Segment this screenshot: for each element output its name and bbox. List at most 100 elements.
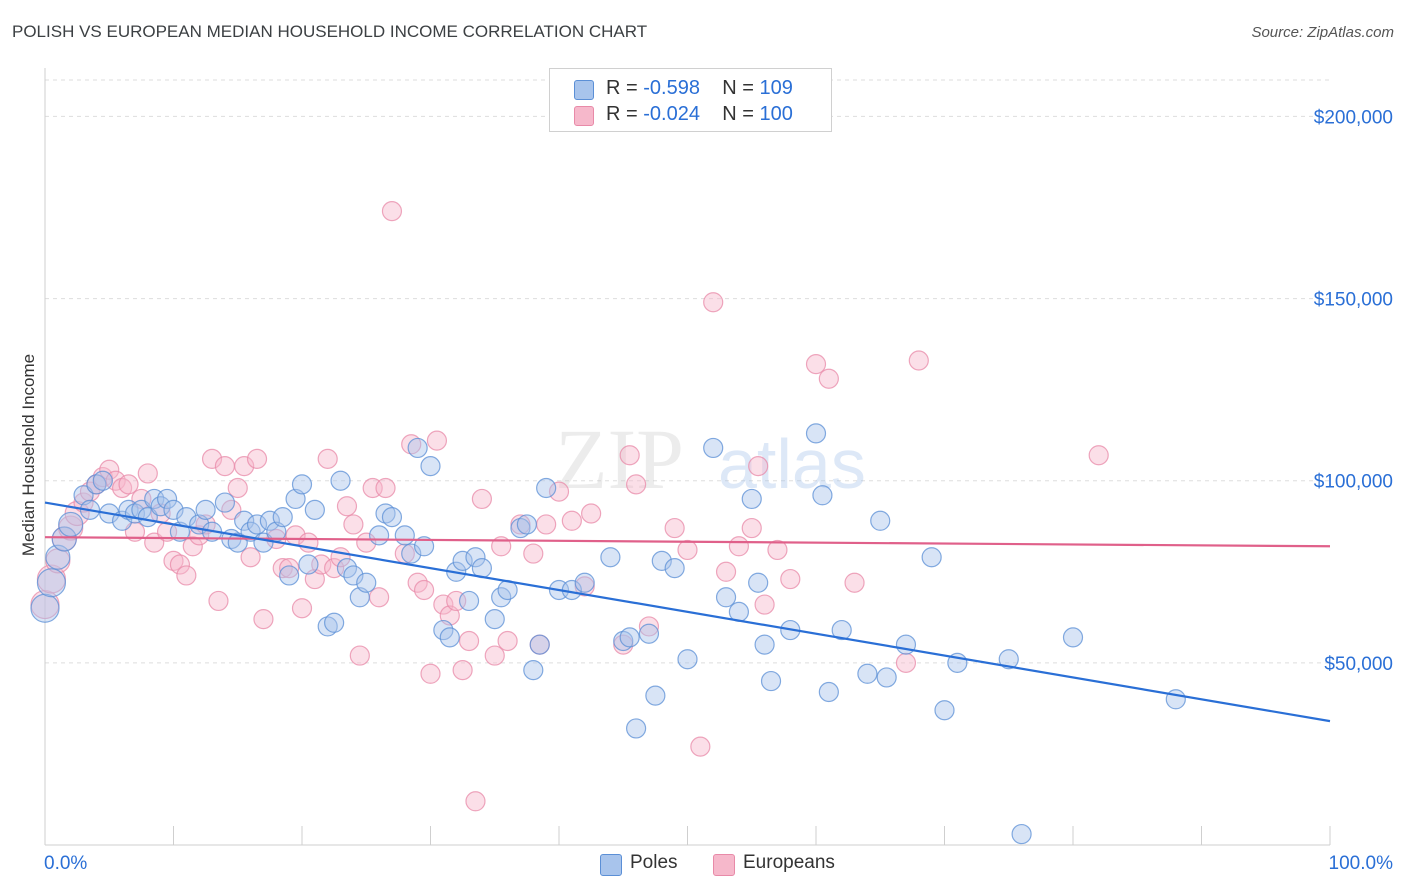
- legend-n-value: 100: [759, 103, 793, 125]
- poles-point: [613, 630, 634, 652]
- poles-point: [420, 456, 441, 477]
- europeans-point: [523, 543, 544, 564]
- trend-lines: [44, 501, 1331, 723]
- europeans-point: [728, 536, 750, 557]
- tick-labels: $50,000 $100,000 $150,000 $200,000 0.0% 100.0…: [44, 107, 1393, 874]
- europeans-point: [182, 536, 203, 557]
- europeans-point: [690, 736, 711, 757]
- poles-point: [439, 627, 460, 648]
- europeans-point: [420, 663, 441, 684]
- europeans-point: [336, 496, 358, 517]
- europeans-point: [805, 354, 827, 375]
- poles-point: [484, 609, 505, 630]
- poles-point: [741, 488, 762, 510]
- europeans-point: [484, 645, 505, 666]
- poles-point: [214, 492, 235, 513]
- poles-point: [812, 485, 833, 506]
- europeans-point: [343, 514, 364, 535]
- poles-point: [934, 700, 955, 721]
- poles-point: [818, 681, 839, 703]
- poles-point: [831, 619, 852, 641]
- poles-point: [754, 634, 775, 655]
- poles-point: [298, 554, 319, 575]
- legend-n-label: N =: [722, 77, 760, 99]
- poles-point: [58, 511, 84, 538]
- poles-point: [651, 550, 672, 571]
- poles-point: [30, 593, 60, 623]
- europeans-point: [664, 517, 685, 539]
- poles-point: [857, 663, 878, 684]
- grid-lines: [45, 79, 1330, 664]
- y-tick-label: $150,000: [1314, 290, 1393, 311]
- poles-point: [529, 634, 550, 655]
- poles-point: [36, 568, 67, 598]
- poles-point: [234, 510, 255, 531]
- europeans-point: [137, 463, 158, 484]
- europeans-point: [458, 630, 480, 652]
- poles-point: [516, 514, 537, 535]
- poles-point: [413, 536, 435, 557]
- poles-point: [92, 470, 113, 491]
- europeans-point: [317, 448, 338, 469]
- poles-point: [401, 543, 422, 564]
- legend-n-value: 109: [759, 77, 793, 99]
- poles-trend-line: [44, 501, 1331, 723]
- svg-text:atlas: atlas: [718, 425, 866, 503]
- y-tick-label: $50,000: [1324, 654, 1393, 675]
- poles-point: [1062, 627, 1084, 648]
- poles-point: [356, 572, 377, 593]
- europeans-point: [741, 517, 762, 539]
- legend-r-label: R =: [606, 77, 644, 99]
- chart-title: POLISH VS EUROPEAN MEDIAN HOUSEHOLD INCO…: [12, 22, 648, 41]
- poles-point: [921, 547, 942, 568]
- europeans-point: [227, 477, 248, 499]
- europeans-point: [715, 561, 737, 582]
- y-tick-label: $100,000: [1314, 472, 1393, 493]
- poles-point: [458, 590, 480, 612]
- europeans-point: [497, 630, 518, 652]
- poles-point: [51, 526, 77, 552]
- europeans-point: [253, 609, 274, 630]
- poles-point: [369, 525, 390, 546]
- poles-point: [156, 488, 178, 510]
- europeans-point: [536, 514, 557, 535]
- x-tick-label: 100.0%: [1329, 853, 1394, 874]
- poles-point: [619, 627, 640, 648]
- poles-point: [760, 670, 782, 692]
- poles-point: [625, 718, 647, 739]
- poles-point: [574, 572, 595, 593]
- europeans-point: [767, 539, 788, 561]
- europeans-point: [433, 594, 454, 615]
- poles-point: [715, 587, 737, 608]
- europeans-point: [748, 456, 769, 477]
- europeans-point: [118, 474, 139, 495]
- poles-point: [343, 565, 364, 586]
- europeans-point: [169, 554, 191, 575]
- poles-point: [510, 517, 531, 539]
- poles-point: [272, 507, 293, 528]
- poles-point: [452, 550, 473, 571]
- europeans-point: [703, 292, 724, 313]
- europeans-point: [452, 660, 473, 681]
- poles-point: [876, 667, 897, 688]
- europeans-point: [349, 645, 370, 666]
- poles-point: [703, 437, 724, 459]
- legend-label-poles: Poles: [630, 852, 678, 873]
- europeans-point: [356, 532, 377, 553]
- europeans-point: [124, 521, 146, 542]
- poles-point: [163, 499, 184, 520]
- europeans-swatch: [574, 106, 594, 126]
- europeans-point: [625, 474, 647, 495]
- poles-points: [30, 423, 1186, 845]
- poles-point: [195, 499, 216, 520]
- europeans-point: [291, 598, 313, 619]
- europeans-point: [201, 448, 223, 469]
- europeans-point: [638, 616, 660, 637]
- poles-point: [870, 510, 891, 531]
- europeans-point: [176, 565, 197, 586]
- poles-point: [375, 503, 396, 524]
- europeans-point: [561, 510, 582, 531]
- poles-point: [645, 685, 666, 706]
- poles-point: [523, 660, 544, 681]
- europeans-point: [677, 539, 698, 561]
